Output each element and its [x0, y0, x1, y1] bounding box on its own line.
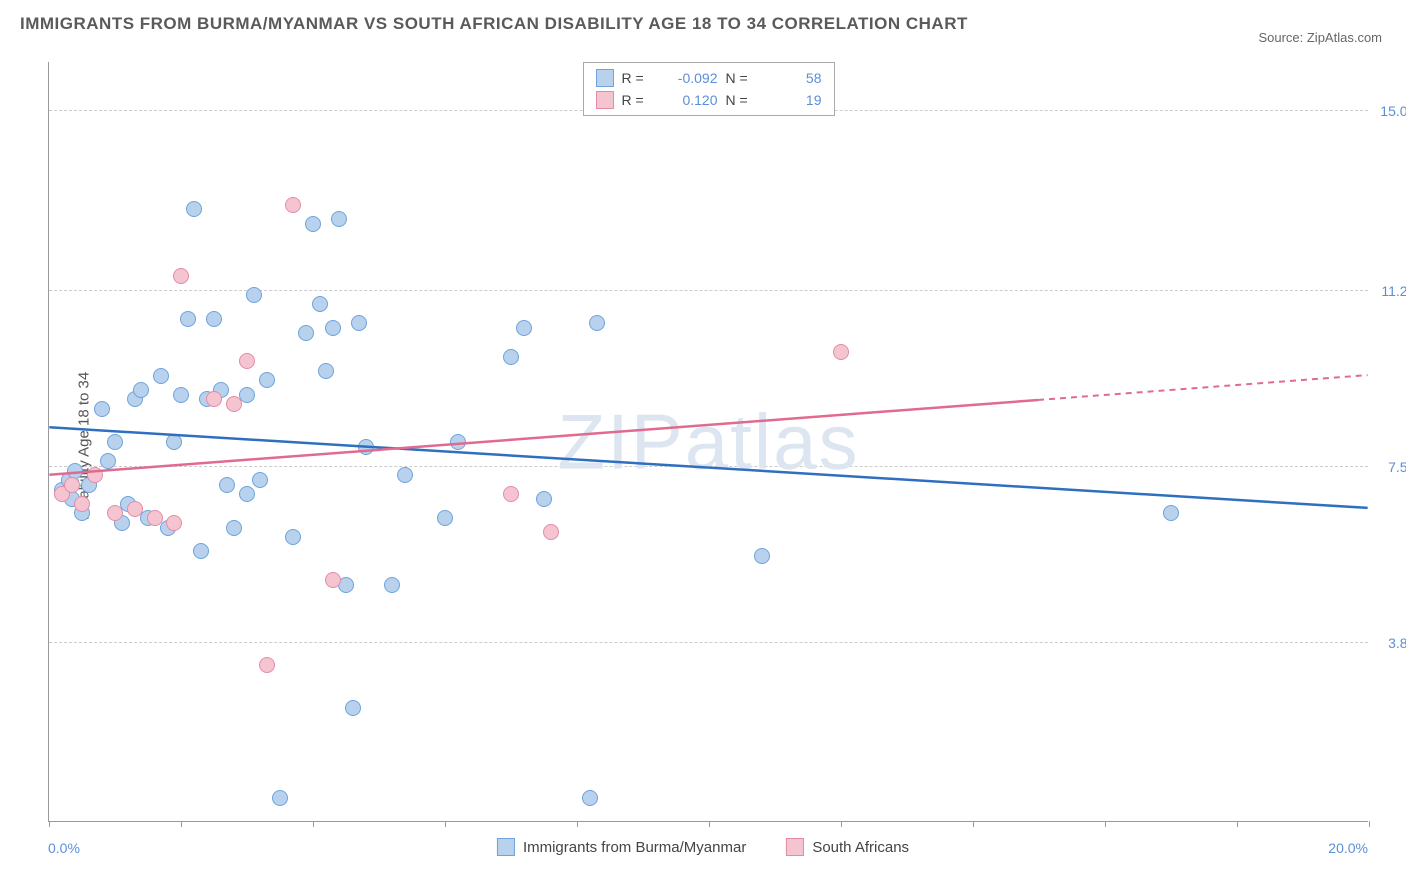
y-tick-label: 11.2% — [1381, 283, 1406, 299]
scatter-point-burma — [206, 311, 222, 327]
scatter-point-burma — [1163, 505, 1179, 521]
x-tick — [709, 821, 710, 827]
scatter-point-burma — [516, 320, 532, 336]
scatter-point-burma — [437, 510, 453, 526]
scatter-point-burma — [166, 434, 182, 450]
x-tick — [1105, 821, 1106, 827]
scatter-point-burma — [384, 577, 400, 593]
scatter-point-sa — [325, 572, 341, 588]
x-tick — [181, 821, 182, 827]
scatter-point-sa — [226, 396, 242, 412]
x-tick — [577, 821, 578, 827]
legend-N-value: 19 — [762, 92, 822, 108]
scatter-point-burma — [239, 486, 255, 502]
scatter-point-sa — [87, 467, 103, 483]
scatter-point-sa — [166, 515, 182, 531]
legend-swatch-sa — [786, 838, 804, 856]
scatter-point-burma — [285, 529, 301, 545]
chart-title: IMMIGRANTS FROM BURMA/MYANMAR VS SOUTH A… — [20, 14, 968, 34]
scatter-point-burma — [100, 453, 116, 469]
x-tick — [1237, 821, 1238, 827]
scatter-point-sa — [259, 657, 275, 673]
scatter-point-burma — [312, 296, 328, 312]
x-tick — [973, 821, 974, 827]
scatter-point-sa — [127, 501, 143, 517]
x-tick — [49, 821, 50, 827]
x-axis-min-label: 0.0% — [48, 840, 80, 856]
scatter-point-burma — [186, 201, 202, 217]
legend-R-value: -0.092 — [658, 70, 718, 86]
scatter-point-sa — [833, 344, 849, 360]
plot-area: ZIPatlas 3.8%7.5%11.2%15.0% R =-0.092N =… — [48, 62, 1368, 822]
scatter-point-burma — [754, 548, 770, 564]
legend-stat-row: R = -0.092 N = 58 — [596, 67, 822, 89]
bottom-legend: Immigrants from Burma/Myanmar South Afri… — [497, 838, 909, 856]
scatter-points-layer — [49, 62, 1368, 821]
scatter-point-burma — [582, 790, 598, 806]
scatter-point-burma — [536, 491, 552, 507]
scatter-point-burma — [153, 368, 169, 384]
scatter-point-burma — [180, 311, 196, 327]
scatter-point-sa — [503, 486, 519, 502]
x-tick — [313, 821, 314, 827]
scatter-point-sa — [239, 353, 255, 369]
source-label: Source: ZipAtlas.com — [1258, 30, 1382, 45]
scatter-point-sa — [543, 524, 559, 540]
scatter-point-sa — [285, 197, 301, 213]
scatter-point-burma — [133, 382, 149, 398]
scatter-point-burma — [94, 401, 110, 417]
scatter-point-burma — [107, 434, 123, 450]
x-tick — [445, 821, 446, 827]
legend-R-label: R = — [622, 70, 650, 86]
scatter-point-sa — [74, 496, 90, 512]
scatter-point-burma — [503, 349, 519, 365]
y-tick-label: 7.5% — [1388, 459, 1406, 475]
scatter-point-burma — [358, 439, 374, 455]
scatter-point-burma — [305, 216, 321, 232]
x-tick — [841, 821, 842, 827]
scatter-point-sa — [64, 477, 80, 493]
legend-item-sa: South Africans — [786, 838, 909, 856]
x-tick — [1369, 821, 1370, 827]
legend-R-label: R = — [622, 92, 650, 108]
scatter-point-burma — [331, 211, 347, 227]
legend-swatch — [596, 91, 614, 109]
scatter-point-burma — [397, 467, 413, 483]
scatter-point-burma — [226, 520, 242, 536]
scatter-point-burma — [351, 315, 367, 331]
scatter-point-burma — [318, 363, 334, 379]
legend-N-label: N = — [726, 92, 754, 108]
legend-stat-row: R = 0.120 N = 19 — [596, 89, 822, 111]
legend-correlation-box: R = -0.092 N = 58 R = 0.120 N = 19 — [583, 62, 835, 116]
scatter-point-burma — [219, 477, 235, 493]
scatter-point-burma — [589, 315, 605, 331]
scatter-point-sa — [147, 510, 163, 526]
scatter-point-burma — [298, 325, 314, 341]
scatter-point-burma — [272, 790, 288, 806]
scatter-point-sa — [173, 268, 189, 284]
legend-label-sa: South Africans — [812, 839, 909, 856]
scatter-point-burma — [259, 372, 275, 388]
scatter-point-burma — [246, 287, 262, 303]
legend-swatch — [596, 69, 614, 87]
scatter-point-burma — [173, 387, 189, 403]
legend-label-burma: Immigrants from Burma/Myanmar — [523, 839, 746, 856]
legend-R-value: 0.120 — [658, 92, 718, 108]
scatter-point-burma — [252, 472, 268, 488]
scatter-point-burma — [325, 320, 341, 336]
y-tick-label: 3.8% — [1388, 635, 1406, 651]
scatter-point-sa — [107, 505, 123, 521]
legend-swatch-burma — [497, 838, 515, 856]
legend-N-value: 58 — [762, 70, 822, 86]
x-axis-max-label: 20.0% — [1328, 840, 1368, 856]
scatter-point-burma — [450, 434, 466, 450]
legend-item-burma: Immigrants from Burma/Myanmar — [497, 838, 746, 856]
scatter-point-burma — [345, 700, 361, 716]
legend-N-label: N = — [726, 70, 754, 86]
scatter-point-burma — [239, 387, 255, 403]
scatter-point-burma — [193, 543, 209, 559]
scatter-point-sa — [206, 391, 222, 407]
y-tick-label: 15.0% — [1380, 103, 1406, 119]
